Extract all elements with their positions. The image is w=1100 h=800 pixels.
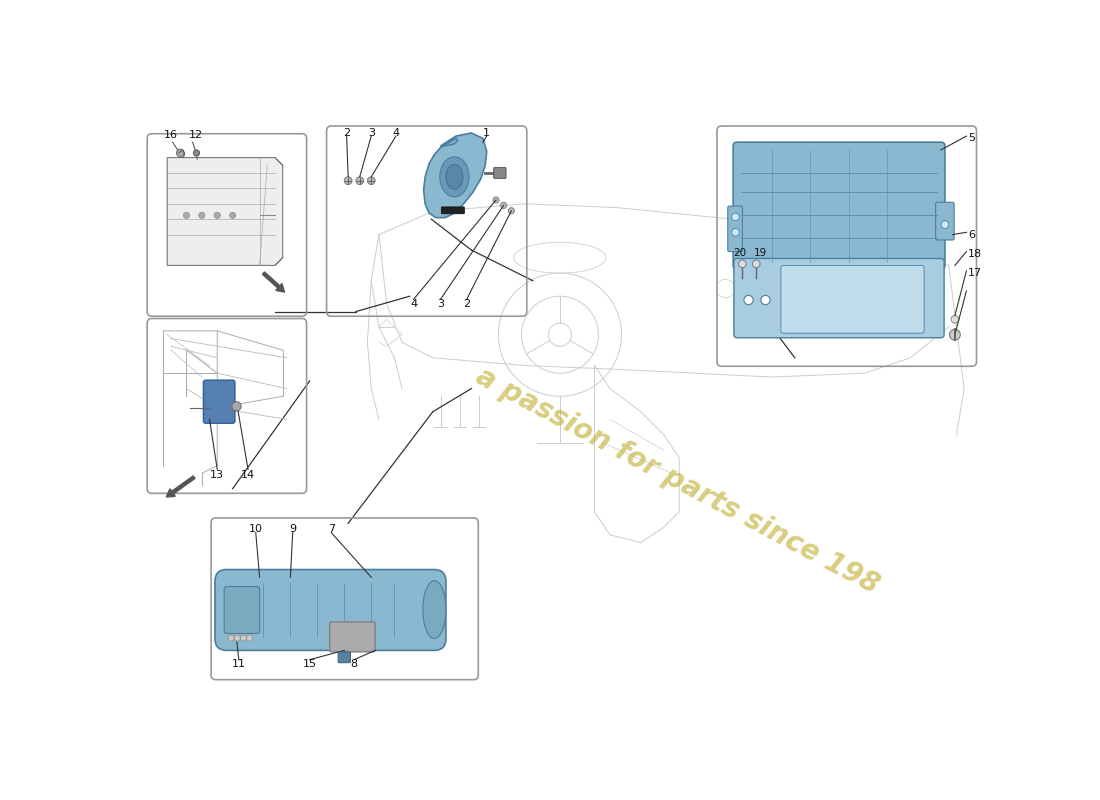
Text: 4: 4 — [410, 299, 417, 309]
Text: 7: 7 — [328, 524, 334, 534]
Ellipse shape — [493, 197, 499, 203]
Circle shape — [761, 295, 770, 305]
FancyBboxPatch shape — [781, 266, 924, 333]
Text: 16: 16 — [164, 130, 178, 139]
Ellipse shape — [440, 157, 469, 197]
Text: 3: 3 — [437, 299, 444, 309]
FancyBboxPatch shape — [728, 206, 743, 251]
Circle shape — [738, 260, 746, 268]
Ellipse shape — [446, 165, 463, 189]
Circle shape — [744, 295, 754, 305]
Circle shape — [732, 229, 739, 236]
FancyBboxPatch shape — [204, 380, 235, 423]
Text: 14: 14 — [241, 470, 255, 480]
FancyBboxPatch shape — [330, 622, 375, 652]
Circle shape — [199, 212, 205, 218]
Text: 4: 4 — [393, 128, 399, 138]
Circle shape — [952, 315, 959, 323]
FancyArrow shape — [166, 476, 195, 497]
FancyBboxPatch shape — [733, 142, 945, 270]
FancyBboxPatch shape — [338, 652, 351, 662]
Circle shape — [949, 330, 960, 340]
FancyBboxPatch shape — [214, 570, 446, 650]
Text: 8: 8 — [351, 659, 358, 670]
Text: 12: 12 — [188, 130, 202, 139]
Circle shape — [228, 635, 234, 641]
Circle shape — [246, 635, 253, 641]
Circle shape — [940, 221, 948, 229]
Ellipse shape — [422, 581, 446, 638]
Circle shape — [194, 150, 199, 156]
Circle shape — [732, 213, 739, 221]
FancyBboxPatch shape — [441, 207, 464, 214]
Text: 1: 1 — [483, 128, 491, 138]
Polygon shape — [167, 158, 283, 266]
Text: a passion for parts since 198: a passion for parts since 198 — [472, 362, 884, 600]
Circle shape — [234, 635, 241, 641]
Circle shape — [214, 212, 220, 218]
Polygon shape — [424, 133, 486, 218]
Text: 2: 2 — [463, 299, 471, 309]
Text: 9: 9 — [289, 524, 296, 534]
FancyBboxPatch shape — [494, 168, 506, 178]
Ellipse shape — [367, 177, 375, 185]
Text: 19: 19 — [755, 248, 768, 258]
Circle shape — [752, 260, 760, 268]
Circle shape — [230, 212, 235, 218]
Text: 13: 13 — [210, 470, 224, 480]
Text: 5: 5 — [968, 134, 975, 143]
FancyBboxPatch shape — [936, 202, 954, 240]
Ellipse shape — [500, 202, 507, 209]
Text: 17: 17 — [968, 268, 982, 278]
Text: 18: 18 — [968, 249, 982, 259]
Text: 2: 2 — [343, 128, 350, 138]
Circle shape — [176, 149, 184, 157]
FancyBboxPatch shape — [734, 258, 944, 338]
FancyBboxPatch shape — [224, 586, 260, 634]
Text: 20: 20 — [734, 248, 747, 258]
Ellipse shape — [508, 208, 515, 214]
Circle shape — [184, 212, 189, 218]
Text: 6: 6 — [968, 230, 975, 240]
Ellipse shape — [355, 177, 364, 185]
Ellipse shape — [344, 177, 352, 185]
Text: 10: 10 — [249, 524, 263, 534]
Circle shape — [240, 635, 246, 641]
Text: 15: 15 — [302, 659, 317, 670]
Text: 3: 3 — [367, 128, 375, 138]
FancyArrow shape — [263, 272, 285, 292]
Circle shape — [232, 402, 241, 411]
Text: 11: 11 — [232, 659, 245, 670]
